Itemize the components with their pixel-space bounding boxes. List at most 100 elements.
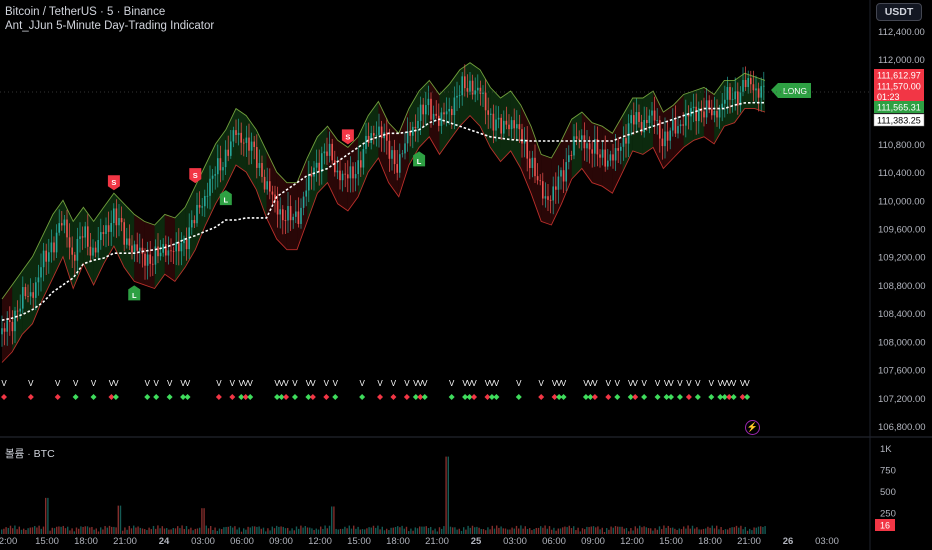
candle-body bbox=[162, 244, 164, 253]
volume-bar bbox=[632, 530, 634, 534]
candle-body bbox=[318, 162, 320, 172]
volume-bar bbox=[755, 527, 757, 534]
candle-body bbox=[328, 143, 331, 156]
volume-bar bbox=[716, 525, 718, 534]
dot-marker bbox=[717, 394, 724, 400]
cloud-segment bbox=[368, 101, 379, 173]
candle-body bbox=[271, 191, 274, 195]
volume-bar bbox=[570, 528, 573, 534]
volume-bar bbox=[491, 525, 493, 534]
cloud-segment bbox=[378, 101, 389, 183]
v-marker: V bbox=[418, 379, 424, 388]
volume-bar bbox=[566, 527, 568, 534]
volume-bar bbox=[513, 528, 515, 534]
volume-bar bbox=[14, 525, 16, 534]
candle-body bbox=[596, 139, 599, 155]
volume-current-tag: 16 bbox=[880, 521, 890, 531]
chart-title[interactable]: Bitcoin / TetherUS · 5 · Binance bbox=[5, 6, 166, 18]
volume-bar bbox=[27, 528, 29, 534]
time-tick-label: 03:00 bbox=[815, 536, 839, 547]
volume-bar bbox=[476, 526, 478, 534]
candle-body bbox=[76, 238, 79, 261]
dot-marker bbox=[184, 394, 191, 400]
volume-bar bbox=[155, 528, 157, 534]
candle-body bbox=[492, 113, 495, 131]
volume-bar bbox=[478, 527, 480, 534]
volume-bar bbox=[293, 530, 295, 534]
volume-bar bbox=[357, 526, 359, 534]
v-marker: V bbox=[248, 379, 254, 388]
candle-body bbox=[74, 254, 76, 261]
volume-bar bbox=[58, 526, 60, 534]
candle-body bbox=[487, 110, 489, 115]
candle-body bbox=[365, 135, 367, 150]
candle-body bbox=[505, 120, 508, 125]
time-axis[interactable]: 2:00 15:00 18:00 21:00 24 03:00 06:00 09:00 12:0… bbox=[0, 536, 839, 547]
candle-body bbox=[87, 226, 89, 247]
candle-body bbox=[604, 149, 606, 167]
candle-body bbox=[490, 113, 492, 115]
volume-bar bbox=[485, 530, 487, 534]
volume-bar bbox=[295, 526, 298, 534]
candle-body bbox=[536, 176, 539, 181]
v-marker: V bbox=[73, 379, 79, 388]
volume-pane-label[interactable]: 볼륨 · BTC bbox=[5, 448, 55, 460]
v-marker: V bbox=[592, 379, 598, 388]
candle-body bbox=[565, 162, 567, 182]
volume-bar bbox=[67, 526, 69, 534]
indicator-title[interactable]: Ant_JJun 5-Minute Day-Trading Indicator bbox=[5, 20, 215, 32]
price-tick-label: 112,400.00 bbox=[878, 27, 925, 38]
v-marker: V bbox=[628, 379, 634, 388]
v-marker: V bbox=[615, 379, 621, 388]
volume-bar bbox=[124, 527, 126, 534]
lightning-icon[interactable]: ⚡ bbox=[745, 420, 760, 435]
candle-body bbox=[276, 200, 279, 215]
candle-body bbox=[45, 250, 47, 262]
volume-bar bbox=[115, 527, 117, 534]
candle-body bbox=[651, 110, 653, 116]
v-marker: V bbox=[28, 379, 34, 388]
candle-body bbox=[198, 204, 201, 208]
candle-body bbox=[11, 321, 14, 332]
volume-bar bbox=[265, 531, 267, 534]
volume-bar bbox=[23, 528, 25, 534]
volume-bar bbox=[757, 526, 760, 534]
sell-signal bbox=[341, 129, 354, 145]
time-tick-label: 15:00 bbox=[35, 536, 59, 547]
v-marker: V bbox=[695, 379, 701, 388]
volume-bar bbox=[678, 528, 680, 534]
volume-bar bbox=[199, 527, 201, 534]
volume-bar bbox=[311, 528, 313, 534]
volume-bar bbox=[34, 526, 36, 534]
dot-marker bbox=[726, 394, 733, 400]
volume-bar bbox=[12, 528, 14, 534]
price-tag-box bbox=[874, 101, 924, 113]
candle-body bbox=[672, 119, 674, 131]
candle-body bbox=[274, 194, 276, 201]
volume-bar bbox=[225, 526, 227, 534]
candle-body bbox=[448, 108, 450, 112]
candle-body bbox=[640, 121, 643, 133]
lower-band-line bbox=[1, 108, 766, 363]
currency-button[interactable]: USDT bbox=[876, 3, 922, 21]
candle-body bbox=[61, 223, 63, 226]
dot-marker bbox=[605, 394, 612, 400]
volume-bar bbox=[694, 528, 696, 534]
volume-bar bbox=[546, 528, 548, 534]
volume-bar bbox=[313, 530, 315, 534]
v-marker: V bbox=[731, 379, 737, 388]
candle-body bbox=[305, 190, 307, 197]
candle-body bbox=[146, 254, 149, 266]
volume-bar bbox=[106, 527, 108, 534]
volume-bar bbox=[36, 527, 38, 534]
candle-body bbox=[562, 170, 565, 182]
candle-body bbox=[588, 143, 591, 150]
candle-body bbox=[107, 225, 110, 232]
candle-body bbox=[679, 124, 682, 127]
volume-bar bbox=[326, 528, 328, 534]
cloud-segment bbox=[520, 105, 532, 194]
volume-bar bbox=[641, 527, 643, 534]
